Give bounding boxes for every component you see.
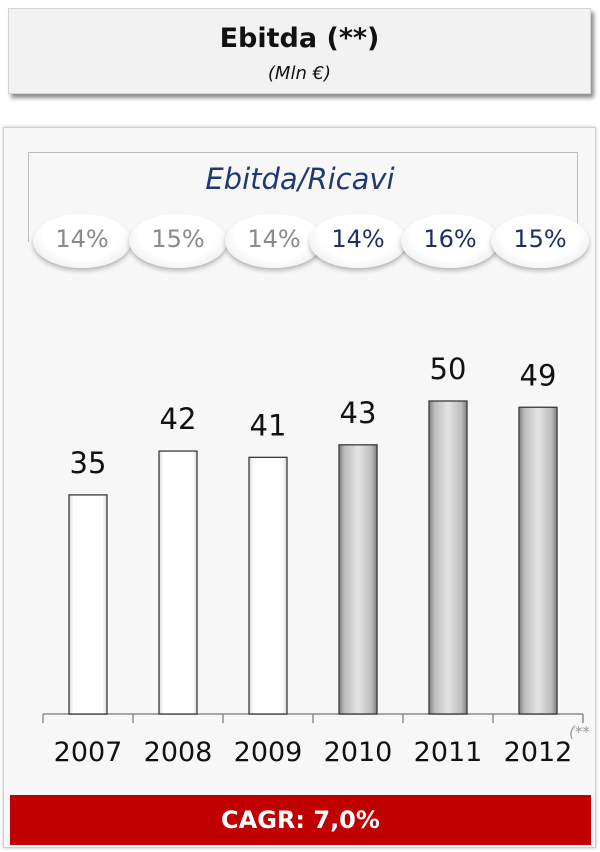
x-tick-label-2010: 2010 [324, 737, 393, 768]
ratio-title: Ebitda/Ricavi [205, 162, 395, 196]
bar-2011 [428, 400, 468, 715]
bar-value-label-2008: 42 [160, 402, 197, 436]
ratio-ellipse [129, 214, 227, 268]
bar-value-label-2009: 41 [250, 408, 287, 442]
x-tick-label-2007: 2007 [54, 737, 123, 768]
bar-value-label-2007: 35 [70, 446, 107, 480]
bar-value-label-2011: 50 [430, 352, 467, 386]
ratio-bracket [28, 152, 578, 242]
footnote-marker: (** [569, 723, 590, 741]
ratio-ellipse [309, 214, 407, 268]
ratio-ellipse [33, 214, 131, 268]
bar-2009 [248, 456, 288, 715]
chart-subtitle: (Mln €) [267, 63, 332, 84]
bar-2008 [158, 450, 198, 715]
bar-2010 [338, 444, 378, 715]
x-tick-label-2012: 2012 [504, 737, 573, 768]
chart-title: Ebitda (**) [219, 23, 380, 54]
bar-2012 [518, 406, 558, 715]
bar-2007 [68, 494, 108, 715]
ratio-value-2007: 14% [55, 225, 109, 253]
bar-value-label-2012: 49 [520, 358, 557, 392]
header-box: Ebitda (**) (Mln €) [8, 8, 591, 94]
x-tick-label-2011: 2011 [414, 737, 483, 768]
ratio-value-2008: 15% [151, 225, 205, 253]
ratio-value-2009: 14% [247, 225, 301, 253]
ratio-value-2012: 15% [513, 225, 567, 253]
ratio-value-2011: 16% [423, 225, 477, 253]
ratio-ellipse [491, 214, 589, 268]
cagr-banner: CAGR: 7,0% [10, 795, 591, 845]
ratio-value-2010: 14% [331, 225, 385, 253]
ratio-ellipse [225, 214, 323, 268]
x-tick-label-2009: 2009 [234, 737, 303, 768]
ratio-ellipse [401, 214, 499, 268]
bar-value-label-2010: 43 [340, 396, 377, 430]
x-tick-label-2008: 2008 [144, 737, 213, 768]
